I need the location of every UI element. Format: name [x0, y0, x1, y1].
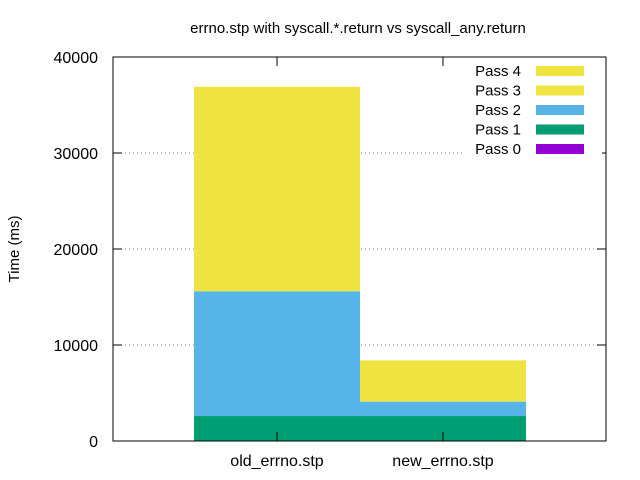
- bars: [194, 86, 526, 441]
- legend-label-pass-0: Pass 0: [475, 141, 521, 158]
- legend: Pass 4 Pass 3 Pass 2 Pass 1 Pass 0: [462, 61, 602, 158]
- legend-swatch-pass-1: [536, 124, 584, 135]
- legend-swatch-pass-0: [536, 144, 584, 154]
- y-axis-ticks: 0 10000 20000 30000 40000: [54, 50, 606, 451]
- bar-new-errno-stp-pass-2: [360, 401, 526, 417]
- legend-swatch-pass-2: [536, 105, 584, 115]
- bar-old-errno-stp-pass-2: [194, 291, 360, 417]
- x-tick-label-new-errno-stp: new_errno.stp: [392, 453, 493, 470]
- y-tick-label-40000: 40000: [54, 50, 99, 67]
- x-axis-ticks: old_errno.stp new_errno.stp: [230, 57, 494, 470]
- y-tick-label-10000: 10000: [54, 338, 99, 355]
- bar-new-errno-stp-pass-3: [360, 360, 526, 402]
- legend-label-pass-3: Pass 3: [475, 83, 521, 100]
- x-tick-label-old-errno-stp: old_errno.stp: [230, 453, 323, 470]
- legend-swatch-pass-3: [536, 85, 584, 96]
- y-tick-label-20000: 20000: [54, 242, 99, 259]
- legend-label-pass-4: Pass 4: [475, 63, 521, 80]
- legend-swatch-pass-4: [536, 66, 584, 76]
- y-tick-label-0: 0: [89, 434, 98, 451]
- legend-label-pass-2: Pass 2: [475, 102, 521, 119]
- y-tick-label-30000: 30000: [54, 146, 99, 163]
- bar-old-errno-stp-pass-3: [194, 86, 360, 292]
- y-axis-label: Time (ms): [6, 216, 23, 283]
- chart-title: errno.stp with syscall.*.return vs sysca…: [190, 20, 526, 37]
- legend-label-pass-1: Pass 1: [475, 122, 521, 139]
